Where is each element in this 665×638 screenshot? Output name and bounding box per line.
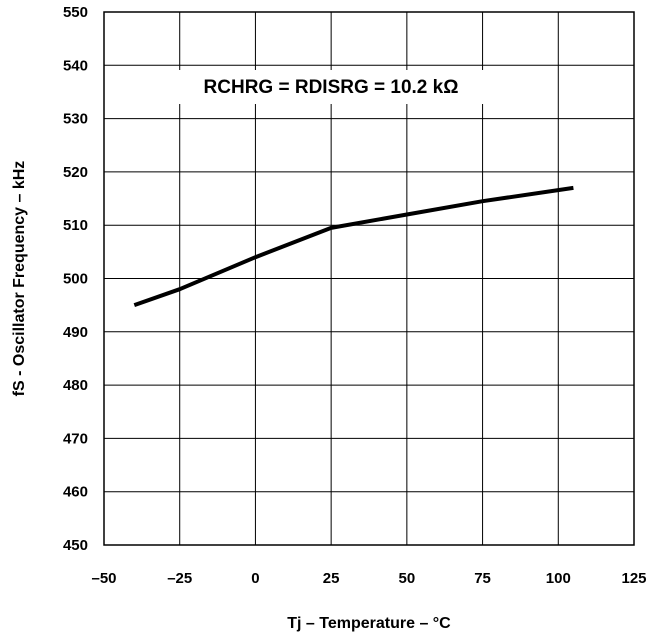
x-tick-label: 75 <box>474 570 491 587</box>
x-tick-label: 50 <box>399 570 416 587</box>
y-tick-label: 450 <box>63 537 88 554</box>
y-tick-label: 490 <box>63 324 88 341</box>
y-tick-label: 460 <box>63 484 88 501</box>
x-tick-label: –25 <box>167 570 192 587</box>
x-tick-label: 0 <box>251 570 259 587</box>
y-axis-label: fS - Oscillator Frequency – kHz <box>11 161 28 397</box>
x-tick-label: –50 <box>91 570 116 587</box>
x-tick-labels: –50 –25 0 25 50 75 100 125 <box>91 570 646 587</box>
y-tick-label: 520 <box>63 164 88 181</box>
x-axis-label: Tj – Temperature – °C <box>287 615 451 632</box>
y-tick-label: 480 <box>63 377 88 394</box>
y-tick-label: 550 <box>63 4 88 21</box>
y-tick-label: 530 <box>63 111 88 128</box>
annotation-background <box>150 70 512 104</box>
x-tick-label: 25 <box>323 570 340 587</box>
y-tick-label: 500 <box>63 271 88 288</box>
y-tick-label: 510 <box>63 217 88 234</box>
series-line <box>133 185 574 307</box>
plot-frame <box>103 11 635 546</box>
y-tick-label: 540 <box>63 57 88 74</box>
y-tick-label: 470 <box>63 430 88 447</box>
annotation-label: RCHRG = RDISRG = 10.2 kΩ <box>204 77 459 98</box>
series-group <box>133 185 574 307</box>
x-tick-label: 100 <box>546 570 571 587</box>
x-tick-label: 125 <box>621 570 646 587</box>
y-tick-labels: 450 460 470 480 490 500 510 520 530 540 550 <box>63 4 88 554</box>
